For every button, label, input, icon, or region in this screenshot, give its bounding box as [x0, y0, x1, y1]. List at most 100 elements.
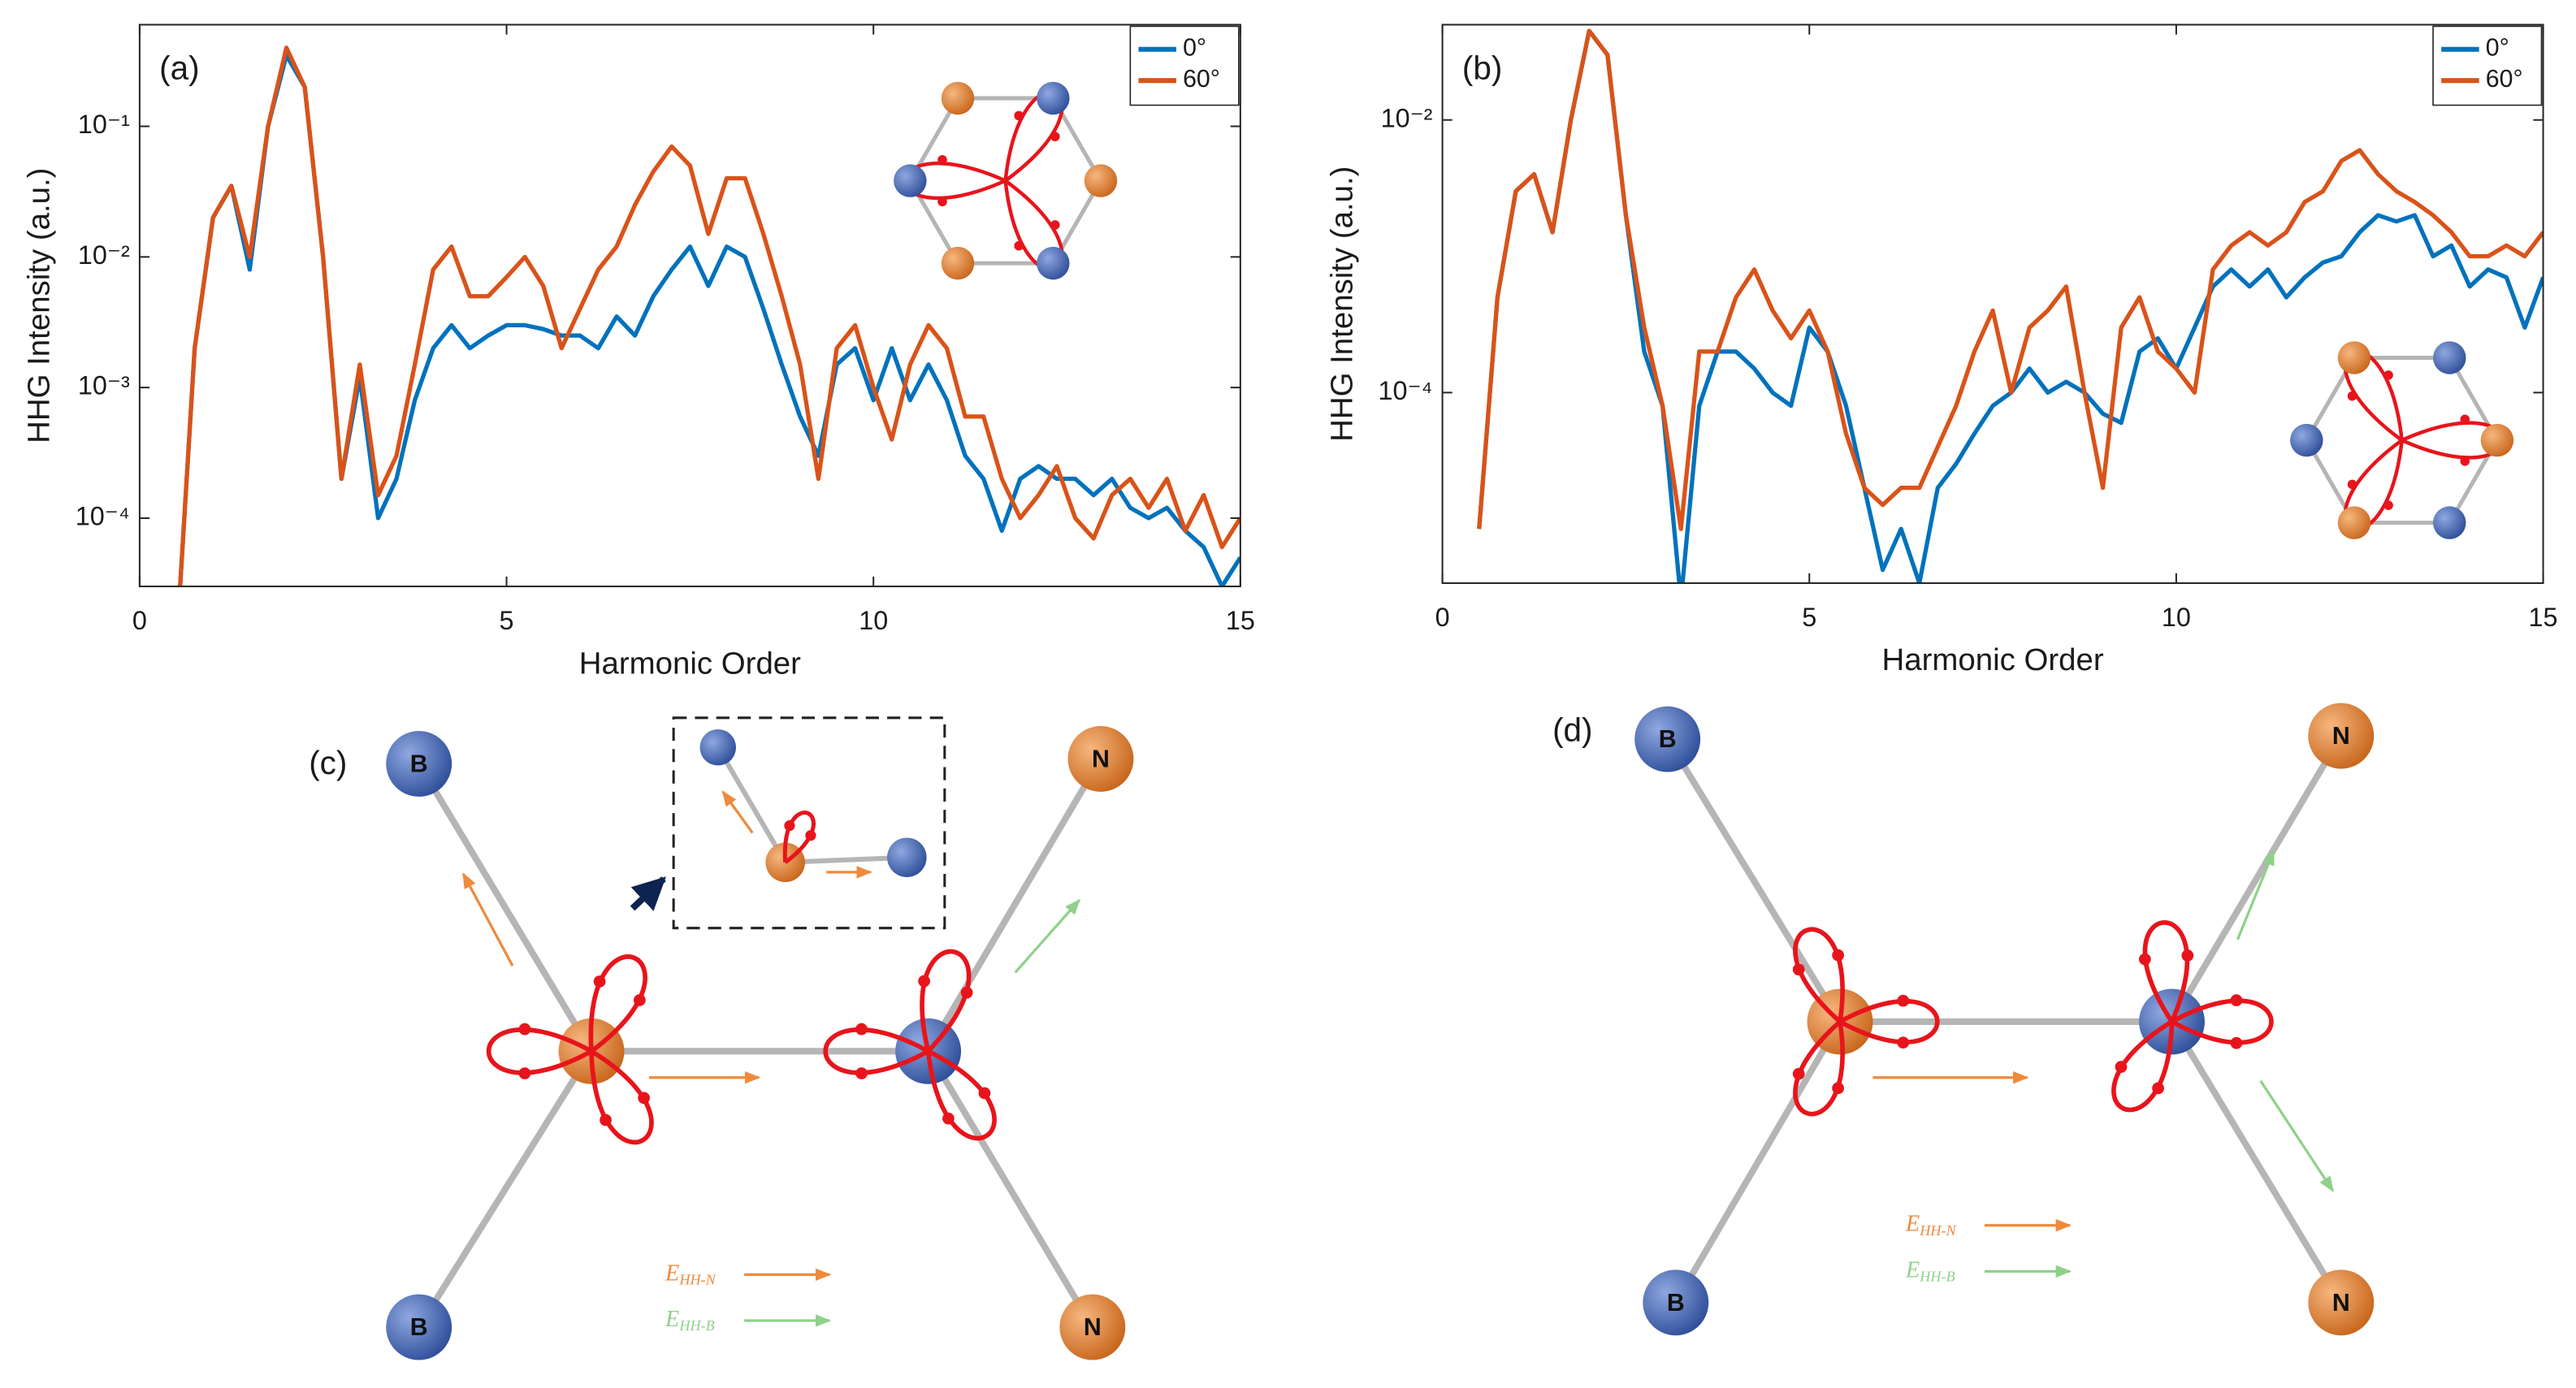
x-tick-label: 10 — [2162, 603, 2191, 632]
trajectory-arrow — [1014, 110, 1024, 121]
atom — [1037, 81, 1070, 115]
trajectory-arrow — [1832, 1082, 1844, 1095]
legend-box — [2432, 25, 2543, 106]
atom — [2433, 506, 2466, 539]
trajectory-arrow — [2460, 456, 2470, 466]
trajectory-arrow — [638, 1092, 650, 1105]
panel-label: (b) — [1462, 50, 1502, 87]
bond — [2169, 1019, 2344, 1304]
atom — [1643, 1269, 1709, 1336]
field-subscript: HH-N — [678, 1272, 716, 1288]
trajectory-arrow — [937, 155, 947, 165]
atom — [894, 164, 927, 197]
field-subscript: HH-B — [1919, 1269, 1955, 1285]
field-symbol: E — [1905, 1211, 1920, 1236]
electron-trajectory — [1793, 927, 1940, 1117]
trajectory-arrow — [2383, 500, 2393, 510]
trajectory-arrow — [518, 1023, 531, 1036]
data-line — [1477, 28, 2544, 531]
trajectory-arrow — [1050, 132, 1060, 141]
y-tick-label: 10⁻² — [1381, 103, 1433, 132]
atom — [2480, 423, 2514, 457]
electron-trajectory — [782, 811, 816, 864]
bond — [416, 1049, 595, 1330]
trajectory-arrow — [784, 820, 795, 832]
x-tick-label: 5 — [1802, 603, 1816, 632]
trajectory-arrow — [634, 994, 646, 1006]
y-tick-label: 10⁻⁴ — [76, 502, 130, 531]
chart: 0 5 10 15 10⁻⁴ 10⁻³ 10⁻² 10⁻¹ Harmonic Order HHG … — [22, 24, 1255, 681]
inset-box — [672, 716, 946, 930]
bond — [1665, 737, 1843, 1024]
atom — [1634, 706, 1701, 772]
pointer-arrow — [630, 876, 666, 911]
panel-label: (d) — [1552, 711, 1592, 749]
atom-label: N — [1084, 1314, 1102, 1341]
trajectory-arrow — [518, 1067, 531, 1079]
electron-trajectory — [823, 949, 997, 1141]
trajectory-arrow — [600, 1113, 612, 1126]
trajectory-arrow — [937, 197, 947, 207]
atom — [1067, 725, 1134, 792]
atom — [699, 729, 736, 766]
trajectory-arrow — [2460, 414, 2470, 425]
atom-label: B — [1667, 1290, 1685, 1317]
trajectory-arrow — [2230, 994, 2243, 1006]
x-tick-label: 5 — [500, 606, 514, 635]
bond — [716, 746, 788, 864]
atom — [1059, 1294, 1126, 1360]
field-subscript: HH-B — [678, 1317, 714, 1334]
trajectory-arrow — [2181, 949, 2194, 962]
field-symbol: E — [1905, 1257, 1920, 1282]
x-tick-label: 15 — [1226, 606, 1255, 635]
atom-label: N — [1092, 746, 1110, 772]
electron-trajectory — [2343, 349, 2505, 531]
trajectory-arrow — [593, 975, 606, 988]
atom — [941, 246, 975, 280]
arrow — [2236, 849, 2275, 940]
trajectory-arrow — [805, 830, 816, 841]
atom-label: B — [410, 750, 428, 777]
trajectory-arrow — [2347, 391, 2357, 401]
data-line — [1477, 28, 2544, 583]
trajectory-arrow — [2115, 1061, 2128, 1073]
trajectory-arrow — [1832, 949, 1844, 962]
atom — [941, 81, 975, 115]
y-tick-label: 10⁻³ — [78, 371, 130, 400]
trajectory-arrow — [978, 1087, 991, 1100]
arrow — [461, 872, 514, 966]
trajectory-arrow — [2138, 953, 2151, 966]
y-tick-label: 10⁻¹ — [78, 110, 130, 139]
x-tick-label: 0 — [132, 606, 147, 635]
legend-label: 0° — [2486, 35, 2509, 62]
legend-box — [1129, 25, 1240, 106]
atom-label: N — [2332, 723, 2350, 750]
y-tick-label: 10⁻² — [78, 240, 130, 270]
legend-label: 60° — [1183, 66, 1220, 93]
field-label: EHH-N — [665, 1260, 717, 1288]
trajectory-arrow — [1014, 240, 1024, 251]
trajectory-arrow — [1897, 994, 1910, 1007]
field-subscript: HH-N — [1919, 1222, 1956, 1239]
atom — [386, 1294, 452, 1360]
electron-trajectory — [486, 954, 654, 1145]
atom — [2308, 1269, 2375, 1336]
y-axis-label: HHG Intensity (a.u.) — [1324, 166, 1359, 442]
x-tick-label: 0 — [1435, 603, 1450, 632]
atom-label: B — [1659, 726, 1677, 753]
trajectory-arrow — [942, 1112, 955, 1125]
y-axis-label: HHG Intensity (a.u.) — [22, 168, 57, 443]
x-tick-label: 15 — [2529, 603, 2558, 632]
electron-trajectory — [2111, 920, 2274, 1113]
field-label: EHH-N — [1905, 1211, 1957, 1239]
atom — [1084, 164, 1118, 197]
field-symbol: E — [665, 1307, 679, 1332]
x-axis-label: Harmonic Order — [579, 646, 801, 681]
trajectory-arrow — [1050, 220, 1060, 230]
arrow — [1014, 898, 1080, 974]
x-tick-label: 10 — [859, 606, 888, 635]
panel-label: (c) — [309, 744, 347, 781]
y-tick-label: 10⁻⁴ — [1379, 376, 1433, 405]
